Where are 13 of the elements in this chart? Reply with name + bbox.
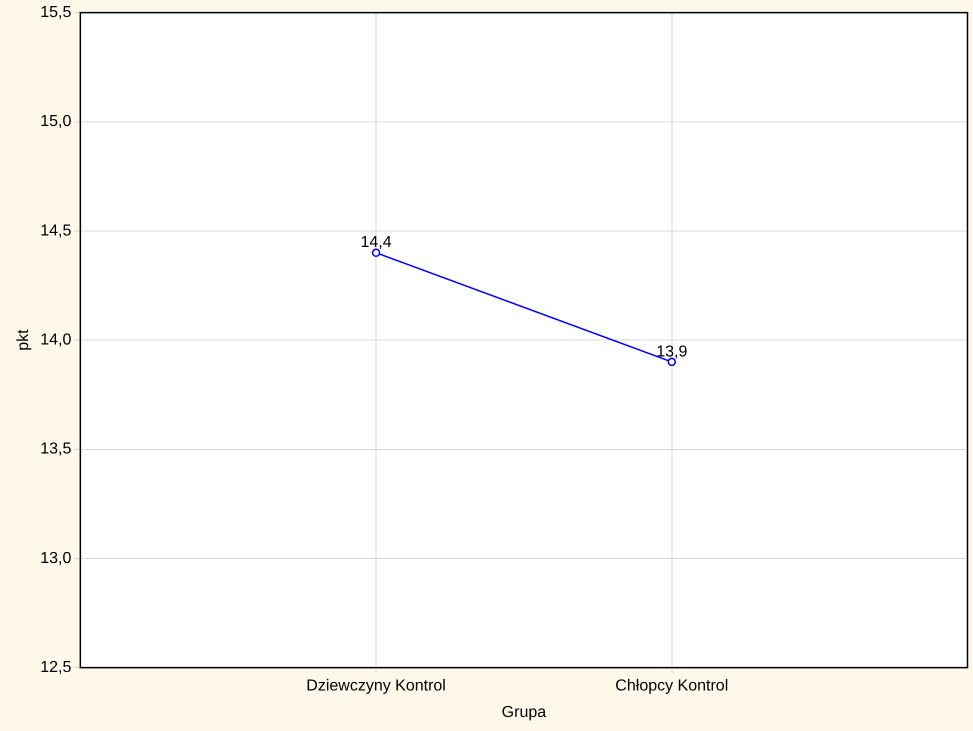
data-label: 14,4 <box>360 234 392 252</box>
y-tick-label: 13,5 <box>40 440 72 458</box>
y-tick-label: 14,0 <box>40 332 72 349</box>
data-label: 13,9 <box>656 343 688 360</box>
y-tick-label: 14,5 <box>40 222 72 240</box>
y-axis-title: pkt <box>15 328 32 351</box>
x-tick-label: Dziewczyny Kontrol <box>306 678 446 695</box>
y-tick-label: 13,0 <box>40 550 72 567</box>
y-tick-label: 15,5 <box>40 4 72 22</box>
y-tick-label: 12,5 <box>40 659 72 676</box>
x-axis-title: Grupa <box>502 704 546 721</box>
x-tick-label: Chłopcy Kontrol <box>615 678 728 695</box>
y-tick-label: 15,0 <box>40 113 72 130</box>
